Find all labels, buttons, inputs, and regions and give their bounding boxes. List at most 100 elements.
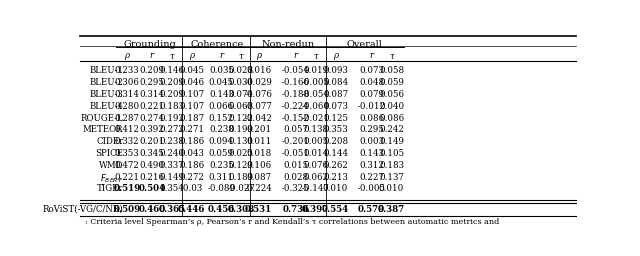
Text: -0.201: -0.201 — [282, 137, 310, 146]
Text: 0.149: 0.149 — [159, 173, 184, 182]
Text: -0.005: -0.005 — [301, 78, 330, 87]
Text: -0.224: -0.224 — [244, 185, 273, 194]
Text: 0.262: 0.262 — [323, 161, 348, 170]
Text: 0.043: 0.043 — [179, 149, 204, 158]
Text: 0.337: 0.337 — [159, 161, 184, 170]
Text: 0.073: 0.073 — [359, 66, 384, 75]
Text: 0.129: 0.129 — [228, 161, 253, 170]
Text: 0.186: 0.186 — [179, 137, 204, 146]
Text: -0.054: -0.054 — [301, 90, 330, 99]
Text: -0.076: -0.076 — [244, 90, 273, 99]
Text: 0.311: 0.311 — [209, 173, 234, 182]
Text: 0.531: 0.531 — [245, 205, 272, 214]
Text: 0.146: 0.146 — [159, 66, 184, 75]
Text: 0.066: 0.066 — [209, 102, 234, 111]
Text: -0.188: -0.188 — [282, 90, 310, 99]
Text: 0.397: 0.397 — [302, 205, 329, 214]
Text: 0.058: 0.058 — [379, 66, 404, 75]
Text: 0.056: 0.056 — [379, 90, 404, 99]
Text: 0.094: 0.094 — [209, 137, 234, 146]
Text: 0.312: 0.312 — [359, 161, 384, 170]
Text: τ: τ — [170, 51, 174, 60]
Text: : Criteria level Spearman’s ρ, Pearson’s r and Kendall’s τ correlations between : : Criteria level Spearman’s ρ, Pearson’s… — [85, 218, 499, 226]
Text: 0.240: 0.240 — [159, 149, 184, 158]
Text: 0.046: 0.046 — [179, 78, 204, 87]
Text: 0.138: 0.138 — [303, 125, 328, 134]
Text: METEOR: METEOR — [83, 125, 124, 134]
Text: 0.238: 0.238 — [209, 125, 234, 134]
Text: -0.224: -0.224 — [282, 102, 310, 111]
Text: -0.021: -0.021 — [301, 113, 330, 123]
Text: 0.287: 0.287 — [115, 113, 140, 123]
Text: -0.054: -0.054 — [282, 66, 310, 75]
Text: Grounding: Grounding — [124, 40, 177, 49]
Text: 0.183: 0.183 — [159, 102, 184, 111]
Text: 0.105: 0.105 — [379, 149, 404, 158]
Text: 0.554: 0.554 — [322, 205, 349, 214]
Text: r: r — [294, 51, 298, 60]
Text: 0.235: 0.235 — [209, 161, 234, 170]
Text: 0.130: 0.130 — [228, 137, 253, 146]
Text: 0.189: 0.189 — [228, 173, 254, 182]
Text: 0.093: 0.093 — [323, 66, 348, 75]
Text: 0.353: 0.353 — [115, 149, 140, 158]
Text: 0.149: 0.149 — [379, 137, 404, 146]
Text: 0.068: 0.068 — [228, 102, 254, 111]
Text: 0.018: 0.018 — [246, 149, 271, 158]
Text: 0.106: 0.106 — [246, 161, 271, 170]
Text: RoViST(-VG/C/NR): RoViST(-VG/C/NR) — [43, 205, 124, 214]
Text: ρ: ρ — [256, 51, 261, 60]
Text: 0.025: 0.025 — [228, 149, 253, 158]
Text: 0.086: 0.086 — [359, 113, 384, 123]
Text: ROUGE-L: ROUGE-L — [81, 113, 124, 123]
Text: -0.152: -0.152 — [282, 113, 310, 123]
Text: 0.456: 0.456 — [208, 205, 235, 214]
Text: $F_{BERT}$: $F_{BERT}$ — [100, 173, 124, 185]
Text: ρ: ρ — [333, 51, 338, 60]
Text: 0.040: 0.040 — [379, 102, 404, 111]
Text: 0.353: 0.353 — [323, 125, 348, 134]
Text: 0.209: 0.209 — [140, 66, 164, 75]
Text: 0.504: 0.504 — [138, 185, 166, 194]
Text: 0.107: 0.107 — [179, 90, 204, 99]
Text: 0.216: 0.216 — [140, 173, 164, 182]
Text: 0.074: 0.074 — [228, 90, 253, 99]
Text: 0.314: 0.314 — [140, 90, 164, 99]
Text: 0.186: 0.186 — [179, 161, 204, 170]
Text: 0.221: 0.221 — [115, 173, 140, 182]
Text: 0.446: 0.446 — [178, 205, 205, 214]
Text: 0.736: 0.736 — [282, 205, 309, 214]
Text: 0.314: 0.314 — [115, 90, 140, 99]
Text: 0.201: 0.201 — [140, 137, 164, 146]
Text: 0.005: 0.005 — [303, 137, 328, 146]
Text: -0.147: -0.147 — [301, 185, 330, 194]
Text: -0.029: -0.029 — [244, 78, 273, 87]
Text: 0.199: 0.199 — [228, 125, 253, 134]
Text: 0.125: 0.125 — [323, 113, 348, 123]
Text: 0.354: 0.354 — [159, 185, 184, 194]
Text: 0.274: 0.274 — [140, 113, 164, 123]
Text: r: r — [220, 51, 223, 60]
Text: BLEU-3: BLEU-3 — [90, 90, 124, 99]
Text: 0.345: 0.345 — [140, 149, 164, 158]
Text: 0.192: 0.192 — [159, 113, 184, 123]
Text: 0.079: 0.079 — [359, 90, 384, 99]
Text: 0.509: 0.509 — [113, 205, 141, 214]
Text: r: r — [369, 51, 374, 60]
Text: 0.087: 0.087 — [323, 90, 348, 99]
Text: -0.325: -0.325 — [282, 185, 310, 194]
Text: 0.392: 0.392 — [140, 125, 164, 134]
Text: 0.028: 0.028 — [228, 66, 254, 75]
Text: 0.412: 0.412 — [115, 125, 140, 134]
Text: 0.086: 0.086 — [379, 113, 404, 123]
Text: 0.073: 0.073 — [323, 102, 348, 111]
Text: 0.122: 0.122 — [228, 113, 253, 123]
Text: 0.048: 0.048 — [359, 78, 384, 87]
Text: 0.221: 0.221 — [140, 102, 164, 111]
Text: 0.143: 0.143 — [359, 149, 384, 158]
Text: r: r — [150, 51, 154, 60]
Text: 0.208: 0.208 — [323, 137, 348, 146]
Text: 0.152: 0.152 — [209, 113, 234, 123]
Text: 0.137: 0.137 — [379, 173, 404, 182]
Text: 0.365: 0.365 — [158, 205, 186, 214]
